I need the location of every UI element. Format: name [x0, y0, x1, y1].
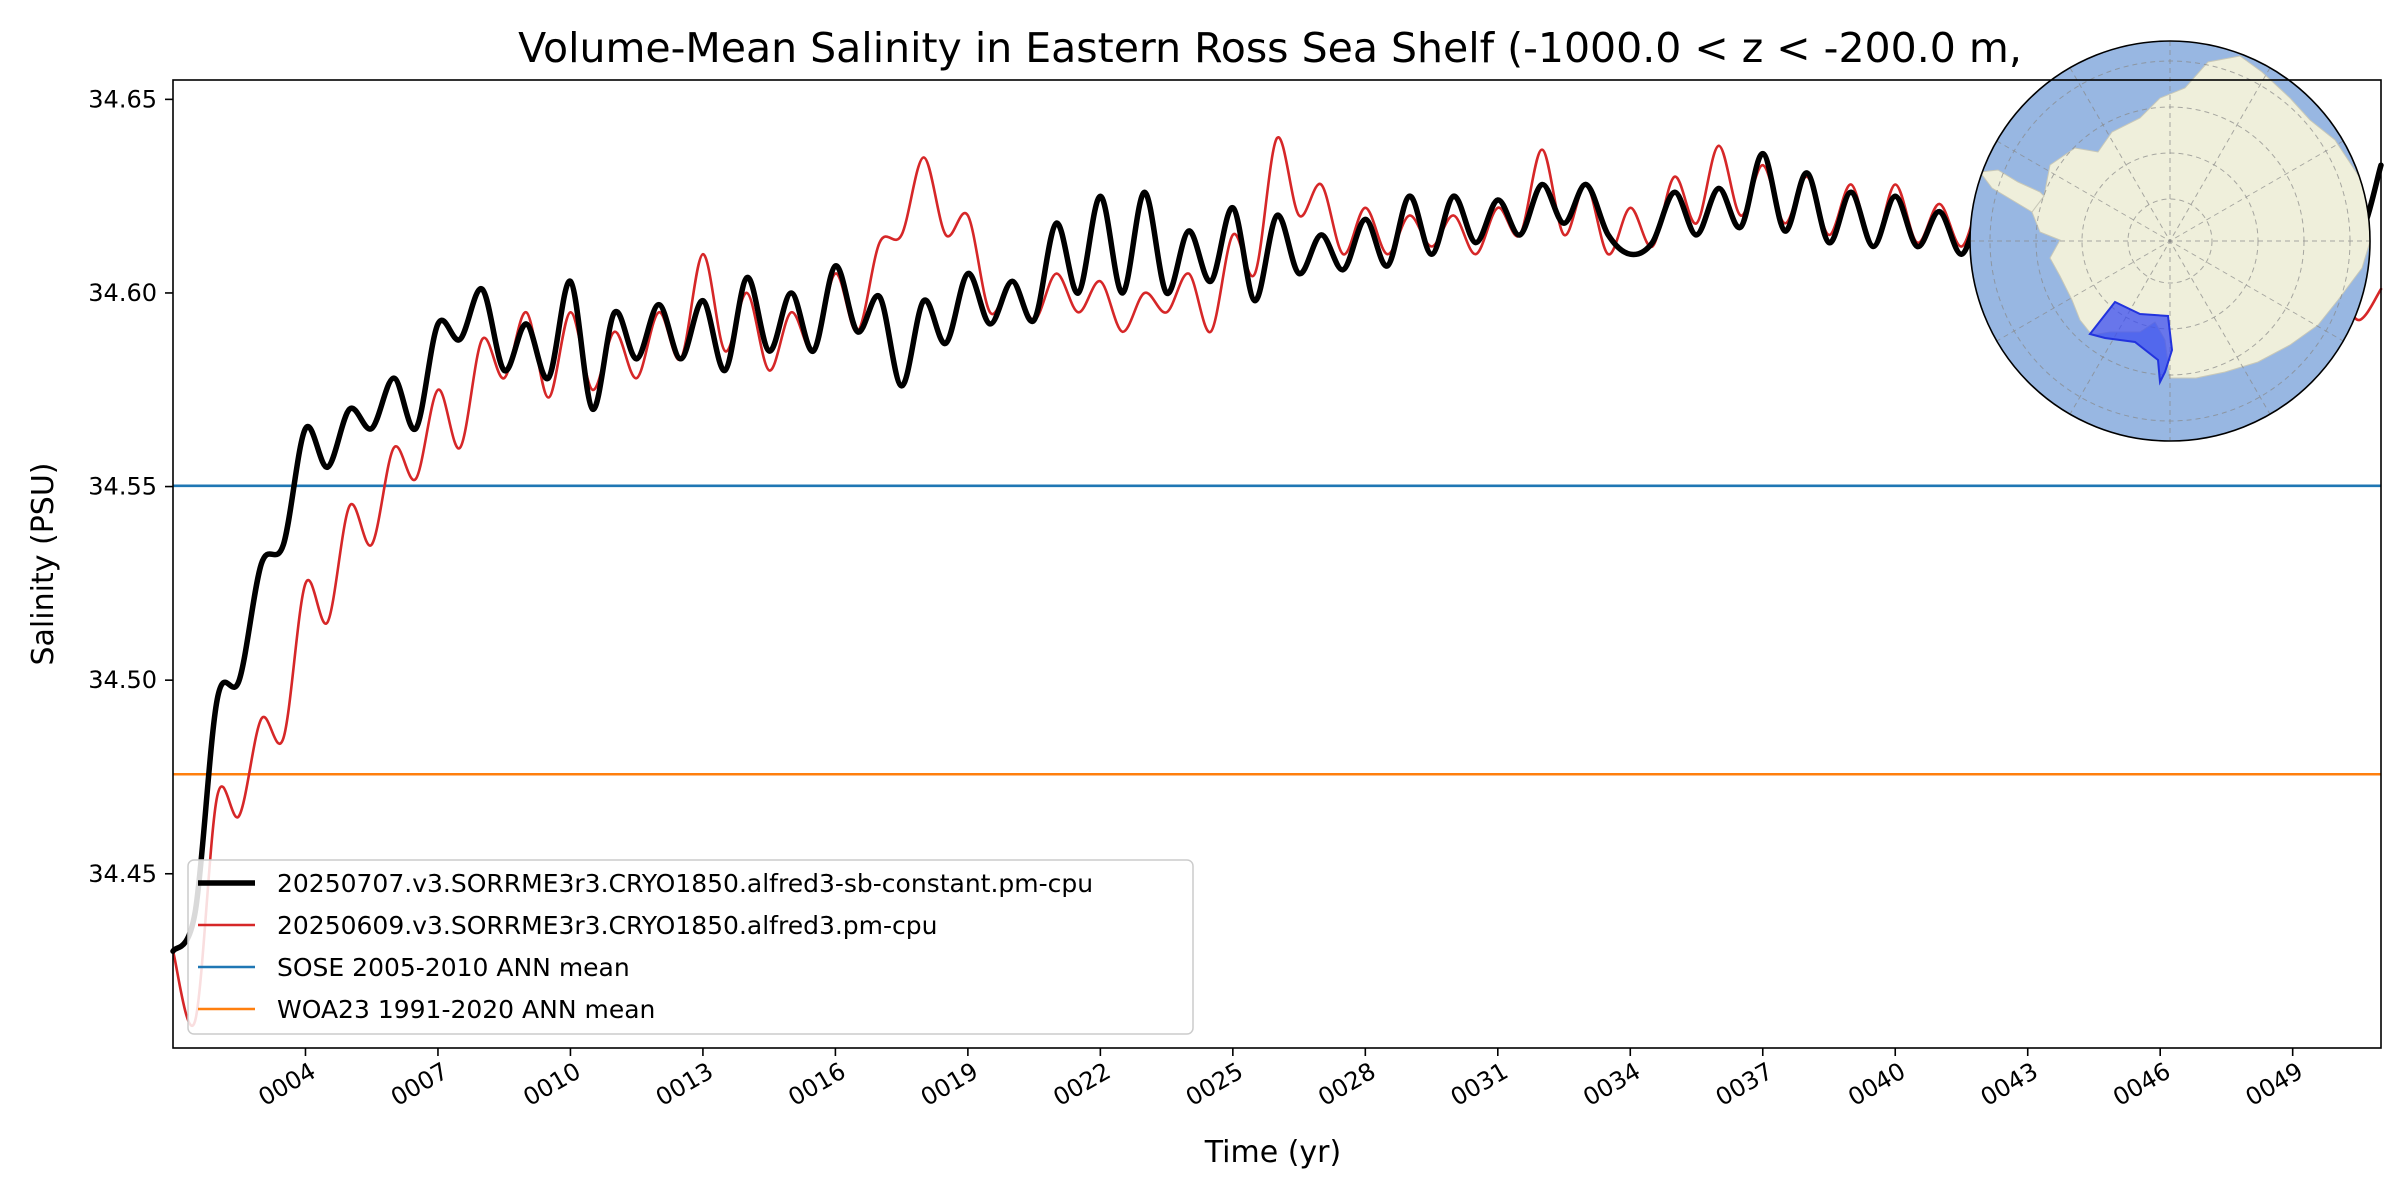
y-tick-label: 34.45 — [88, 860, 157, 888]
legend-label: 20250609.v3.SORRME3r3.CRYO1850.alfred3.p… — [277, 911, 938, 940]
legend-label: WOA23 1991-2020 ANN mean — [277, 995, 655, 1024]
ross-sea-region — [2088, 300, 2174, 386]
legend-label: SOSE 2005-2010 ANN mean — [277, 953, 630, 982]
y-tick-label: 34.60 — [88, 279, 157, 307]
x-tick-label: 0043 — [1976, 1057, 2043, 1112]
legend: 20250707.v3.SORRME3r3.CRYO1850.alfred3-s… — [187, 859, 1194, 1035]
x-tick-label: 0004 — [254, 1057, 321, 1112]
x-tick-label: 0031 — [1446, 1057, 1513, 1112]
legend-entries: 20250707.v3.SORRME3r3.CRYO1850.alfred3-s… — [198, 869, 1093, 1024]
x-tick-label: 0046 — [2108, 1057, 2175, 1112]
x-tick-label: 0016 — [784, 1057, 851, 1112]
x-tick-label: 0028 — [1313, 1057, 1380, 1112]
inset-map — [1969, 40, 2371, 442]
legend-label: 20250707.v3.SORRME3r3.CRYO1850.alfred3-s… — [277, 869, 1093, 898]
x-tick-label: 0019 — [916, 1057, 983, 1112]
x-tick-label: 0022 — [1048, 1057, 1115, 1112]
legend-box — [187, 859, 1194, 1035]
y-tick-label: 34.50 — [88, 666, 157, 694]
x-tick-label: 0049 — [2241, 1057, 2308, 1112]
x-tick-label: 0007 — [386, 1057, 453, 1112]
x-tick-label: 0037 — [1711, 1057, 1778, 1112]
series-line-alfred3 — [171, 136, 2383, 1027]
x-tick-label: 0034 — [1578, 1057, 1645, 1112]
x-tick-label: 0040 — [1843, 1057, 1910, 1112]
chart-title: Volume-Mean Salinity in Eastern Ross Sea… — [518, 24, 2022, 72]
y-axis: 34.45 34.50 34.55 34.60 34.65 — [88, 85, 173, 888]
x-axis-title: Time (yr) — [1204, 1135, 1341, 1170]
plot-frame — [172, 79, 2382, 1049]
y-tick-label: 34.55 — [88, 473, 157, 501]
map-border — [1969, 40, 2371, 442]
x-tick-label: 0025 — [1181, 1057, 1248, 1112]
map-graticule — [1970, 41, 2370, 441]
y-axis-title: Salinity (PSU) — [26, 463, 61, 666]
reference-lines — [173, 484, 2381, 776]
x-tick-label: 0010 — [519, 1057, 586, 1112]
x-axis: 0004 0007 0010 0013 0016 0019 0022 0025 0028 0031… — [254, 1048, 2308, 1112]
x-tick-label: 0013 — [651, 1057, 718, 1112]
y-tick-label: 34.65 — [88, 85, 157, 113]
antarctic-peninsula — [1979, 169, 2045, 213]
